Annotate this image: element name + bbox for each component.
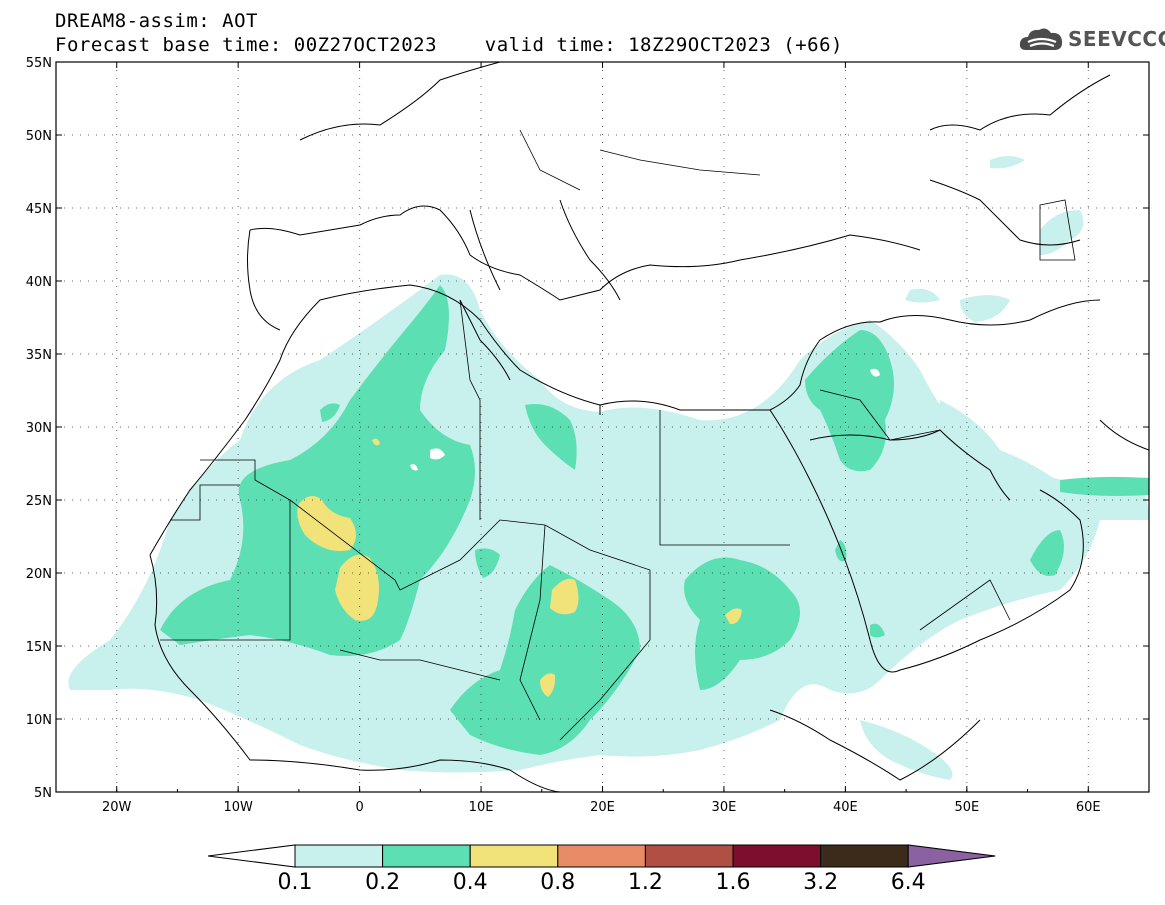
lon-label: 30E	[712, 800, 737, 815]
aot-field	[68, 156, 1149, 780]
lon-label: 50E	[954, 800, 979, 815]
lat-label: 35N	[26, 348, 52, 363]
lat-label: 55N	[26, 56, 52, 71]
lon-label: 60E	[1076, 800, 1101, 815]
lon-label: 20W	[102, 800, 132, 815]
colorbar-under-arrow	[207, 844, 296, 868]
map-title: DREAM8-assim: AOT	[55, 10, 258, 32]
colorbar-label: 6.4	[891, 870, 926, 895]
coastlines	[149, 62, 1149, 792]
colorbar-label: 0.4	[453, 870, 488, 895]
lat-label: 10N	[26, 713, 52, 728]
colorbar-label: 1.6	[716, 870, 751, 895]
lat-label: 25N	[26, 494, 52, 509]
lon-label: 10E	[469, 800, 494, 815]
aot-holes	[410, 368, 880, 471]
lat-label: 5N	[34, 786, 52, 801]
lat-label: 50N	[26, 129, 52, 144]
colorbar-swatch	[820, 844, 909, 868]
colorbar: 0.1 0.2 0.4 0.8 1.2 1.6 3.2 6.4	[207, 844, 996, 895]
lat-label: 30N	[26, 421, 52, 436]
colorbar-label: 1.2	[628, 870, 663, 895]
seevccc-logo: SEEVCCC	[1018, 24, 1165, 54]
colorbar-label: 0.2	[365, 870, 400, 895]
colorbar-label: 0.8	[540, 870, 575, 895]
colorbar-swatch	[732, 844, 822, 868]
colorbar-swatch	[557, 844, 646, 868]
lon-label: 20E	[590, 800, 615, 815]
lat-label: 15N	[26, 640, 52, 655]
colorbar-label: 0.1	[278, 870, 313, 895]
cloud-icon	[1019, 28, 1063, 50]
lon-label: 10W	[223, 800, 253, 815]
colorbar-over-arrow	[907, 844, 996, 868]
aot-layer-0.4	[297, 438, 742, 697]
colorbar-swatch	[644, 844, 734, 868]
logo-text: SEEVCCC	[1068, 27, 1165, 51]
lat-label: 40N	[26, 275, 52, 290]
lon-label: 0	[355, 800, 363, 815]
forecast-time-line: Forecast base time: 00Z27OCT2023 valid t…	[55, 34, 843, 56]
map-axes: 55N 50N 45N 40N 35N 30N 25N 20N 15N 10N 5N 20W 10W 0 1…	[26, 56, 1150, 815]
colorbar-swatch	[469, 844, 559, 868]
lat-lon-grid	[56, 62, 1149, 792]
lat-label: 45N	[26, 202, 52, 217]
colorbar-label: 3.2	[803, 870, 838, 895]
lat-label: 20N	[26, 567, 52, 582]
aot-layer-0.2	[160, 285, 1149, 755]
country-borders	[160, 129, 1076, 741]
lon-label: 40E	[833, 800, 858, 815]
colorbar-swatch	[294, 844, 384, 868]
colorbar-swatch	[382, 844, 471, 868]
